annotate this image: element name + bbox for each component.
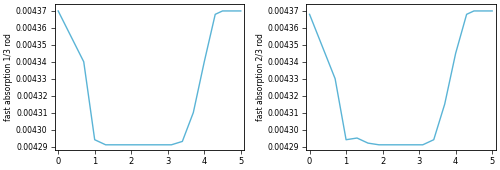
Y-axis label: fast absorption 1/3 rod: fast absorption 1/3 rod	[4, 33, 13, 121]
Y-axis label: fast absorption 2/3 rod: fast absorption 2/3 rod	[256, 33, 264, 121]
